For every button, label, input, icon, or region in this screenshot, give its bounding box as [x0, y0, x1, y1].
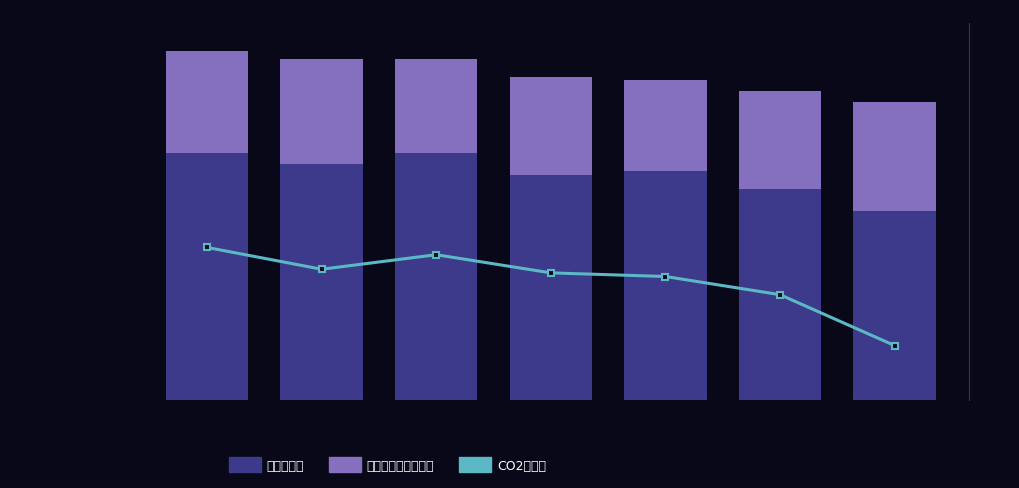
Bar	[738, 190, 820, 400]
Bar	[738, 92, 820, 190]
Bar	[510, 176, 591, 400]
Legend: 電力消費量, 再生可能エネルギー, CO2排出量: 電力消費量, 再生可能エネルギー, CO2排出量	[224, 452, 550, 477]
Bar	[624, 172, 706, 400]
Bar	[280, 60, 363, 164]
Bar	[853, 212, 934, 400]
Bar	[853, 103, 934, 212]
Bar	[510, 78, 591, 176]
Bar	[166, 52, 248, 154]
Bar	[166, 154, 248, 400]
Bar	[394, 60, 477, 154]
Bar	[280, 164, 363, 400]
Bar	[624, 81, 706, 172]
Bar	[394, 154, 477, 400]
